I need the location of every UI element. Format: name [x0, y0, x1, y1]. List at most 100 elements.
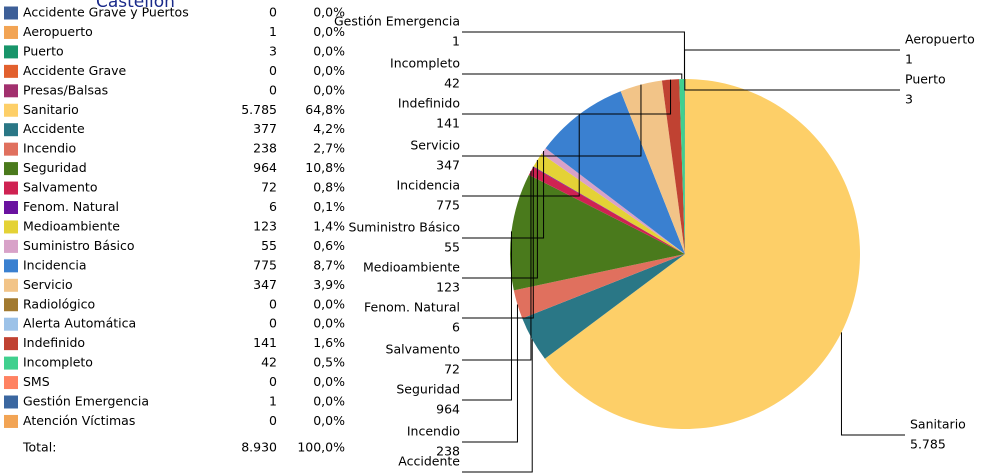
legend-value: 42	[261, 355, 277, 370]
legend-percentage: 0,0%	[313, 413, 345, 428]
legend-value: 775	[253, 257, 277, 272]
legend-value: 1	[269, 24, 277, 39]
legend-name: Accidente Grave y Puertos	[23, 5, 189, 20]
legend-name: Salvamento	[23, 180, 97, 195]
legend-swatch	[4, 201, 18, 214]
legend-swatch	[4, 103, 18, 117]
leader-line	[684, 79, 900, 91]
callout-name: Indefinido	[398, 96, 460, 111]
leader-line	[462, 170, 532, 361]
legend-name: Radiológico	[23, 296, 95, 311]
leader-line	[462, 114, 580, 197]
pie-slice	[533, 153, 685, 254]
pie-slice	[544, 79, 861, 429]
legend-name: Fenom. Natural	[23, 199, 119, 214]
legend-value: 347	[253, 277, 277, 292]
legend-name: Medioambiente	[23, 218, 120, 233]
callout-value: 55	[444, 240, 460, 255]
legend-name: Suministro Básico	[23, 238, 135, 253]
legend-percentage: 4,2%	[313, 121, 345, 136]
leader-line	[462, 84, 642, 157]
legend-value: 72	[261, 180, 277, 195]
callout-value: 3	[905, 92, 913, 107]
legend-value: 377	[253, 121, 277, 136]
legend-swatch	[4, 414, 18, 428]
legend-percentage: 8,7%	[313, 257, 345, 272]
legend-percentage: 0,1%	[313, 199, 345, 214]
legend-name: Seguridad	[23, 160, 87, 175]
callout-value: 42	[444, 76, 460, 91]
legend-swatch	[4, 25, 18, 39]
legend-value: 0	[269, 296, 277, 311]
legend-name: Atención Víctimas	[23, 413, 135, 428]
callout-value: 5.785	[910, 437, 946, 452]
callout-name: Fenom. Natural	[364, 300, 460, 315]
legend-name: Aeropuerto	[23, 24, 93, 39]
legend-value: 3	[269, 43, 277, 58]
legend-swatch	[4, 6, 18, 20]
callout-value: 238	[436, 444, 460, 459]
callout-name: Incidencia	[396, 178, 460, 193]
callout-name: Puerto	[905, 72, 946, 87]
pie-slice	[541, 148, 685, 254]
legend-percentage: 0,0%	[313, 43, 345, 58]
legend-value: 0	[269, 413, 277, 428]
callout-value: 964	[436, 402, 460, 417]
leader-line	[684, 49, 900, 80]
pie-slice	[679, 79, 685, 254]
legend-swatch	[4, 181, 18, 195]
leader-line	[462, 339, 533, 473]
callout-name: Seguridad	[396, 382, 460, 397]
callout-name: Sanitario	[910, 417, 966, 432]
leader-line	[462, 166, 534, 319]
legend-name: Accidente Grave	[23, 63, 127, 78]
callout-name: Medioambiente	[363, 260, 460, 275]
legend-swatch	[4, 123, 18, 137]
legend-swatch	[4, 220, 18, 234]
legend-percentage: 0,0%	[313, 394, 345, 409]
callout-name: Servicio	[410, 138, 460, 153]
total-percentage: 100,0%	[297, 440, 345, 455]
legend-value: 0	[269, 374, 277, 389]
legend-value: 5.785	[241, 102, 277, 117]
leader-line	[462, 150, 545, 239]
callout-value: 72	[444, 362, 460, 377]
pie-slice	[661, 79, 685, 255]
legend-swatch	[4, 317, 18, 331]
legend-name: Puerto	[23, 43, 64, 58]
legend-name: Sanitario	[23, 102, 79, 117]
total-label: Total:	[22, 440, 56, 455]
pie-slice	[510, 174, 685, 291]
legend-swatch	[4, 298, 18, 312]
legend-value: 964	[253, 160, 277, 175]
total-value: 8.930	[241, 440, 277, 455]
legend-swatch	[4, 162, 18, 176]
callout-name: Incompleto	[390, 56, 460, 71]
legend-percentage: 10,8%	[305, 160, 345, 175]
callout-name: Salvamento	[386, 342, 460, 357]
callout-name: Accidente	[398, 454, 460, 469]
legend-swatch	[4, 376, 18, 390]
callout-value: 1	[452, 34, 460, 49]
pie-slice	[545, 91, 685, 255]
callout-value: 775	[436, 198, 460, 213]
legend-value: 0	[269, 63, 277, 78]
legend-swatch	[4, 239, 18, 253]
callout-value: 123	[436, 280, 460, 295]
legend-swatch	[4, 142, 18, 156]
legend-percentage: 3,9%	[313, 277, 345, 292]
legend-percentage: 0,8%	[313, 180, 345, 195]
legend-name: Presas/Balsas	[23, 82, 108, 97]
leader-line	[462, 231, 512, 401]
leader-line	[462, 159, 538, 279]
legend-swatch	[4, 337, 18, 351]
legend-percentage: 64,8%	[305, 102, 345, 117]
legend-value: 238	[253, 141, 277, 156]
legend-name: Servicio	[23, 277, 73, 292]
legend-swatch	[4, 84, 18, 98]
callout-name: Gestión Emergencia	[334, 14, 460, 29]
legend-value: 123	[253, 218, 277, 233]
legend-percentage: 2,7%	[313, 141, 345, 156]
legend-percentage: 0,0%	[313, 316, 345, 331]
